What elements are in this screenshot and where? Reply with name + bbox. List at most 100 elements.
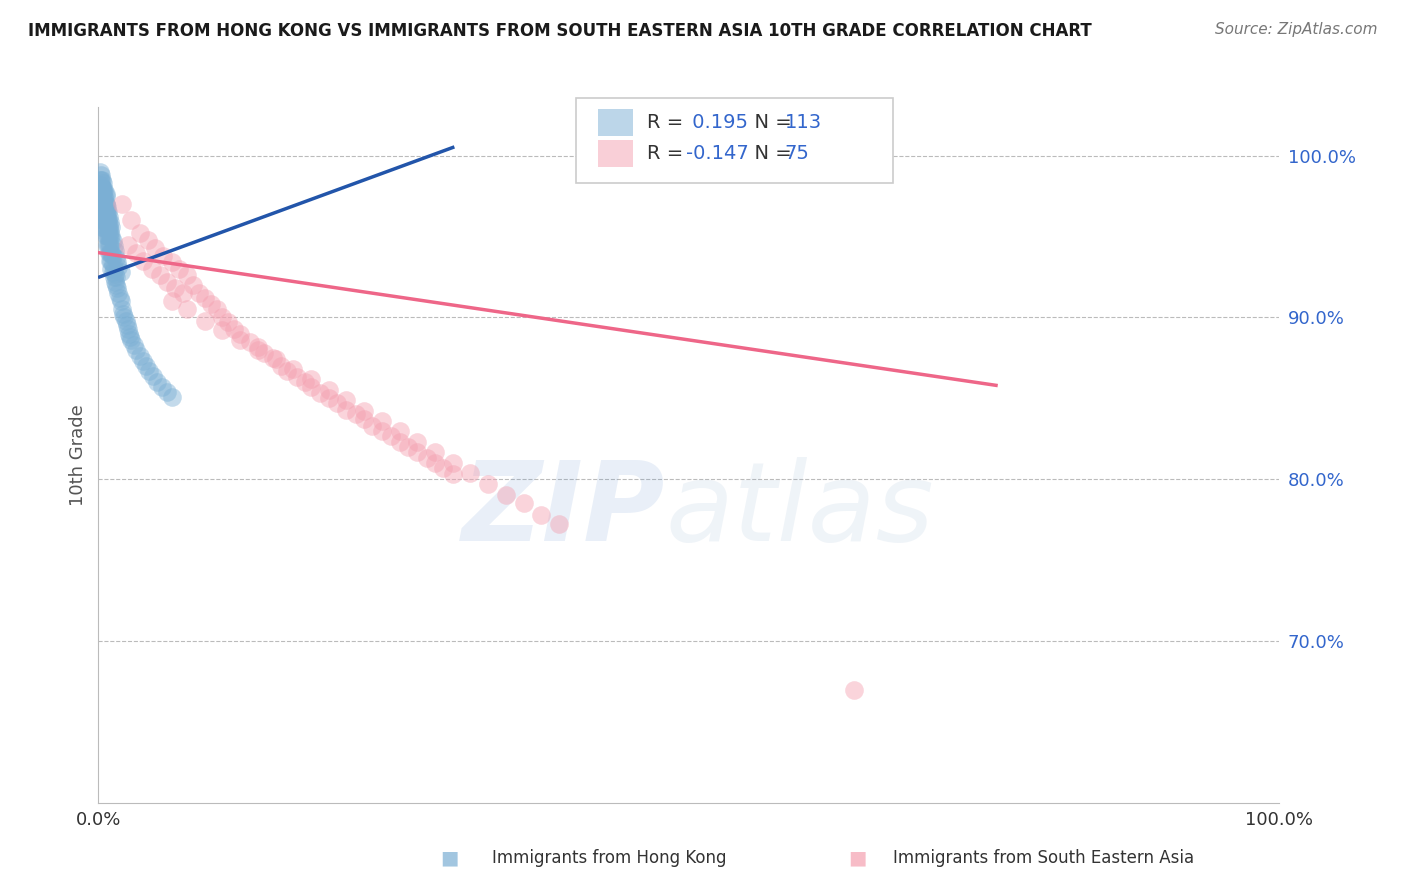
Point <box>90 184 112 198</box>
Point <box>264 352 287 367</box>
Point <box>167 261 190 276</box>
Text: 113: 113 <box>785 112 821 132</box>
Point <box>98 245 121 260</box>
Point <box>93 213 115 227</box>
Point <box>100 219 122 234</box>
Point <box>138 364 160 378</box>
Point <box>93 191 115 205</box>
Point <box>205 302 228 317</box>
Point <box>96 237 118 252</box>
Point <box>97 213 120 227</box>
Point <box>112 307 135 321</box>
Point <box>108 291 131 305</box>
Point <box>117 237 139 252</box>
Point <box>309 386 332 401</box>
Point <box>97 205 120 219</box>
Point <box>90 189 112 203</box>
Point <box>371 424 394 438</box>
Point <box>91 213 114 227</box>
Point <box>285 370 308 384</box>
Text: 75: 75 <box>785 144 810 163</box>
Point <box>326 396 349 410</box>
Point <box>200 297 222 311</box>
Point <box>128 226 150 240</box>
Point <box>246 339 269 353</box>
Point <box>353 404 375 418</box>
Point <box>423 456 446 470</box>
Point <box>353 412 375 426</box>
Point <box>94 229 117 244</box>
Point <box>115 318 138 333</box>
Point <box>94 197 117 211</box>
Point <box>93 205 115 219</box>
Point <box>90 168 112 182</box>
Point <box>548 517 571 532</box>
Point <box>91 205 114 219</box>
Point <box>96 200 118 214</box>
Point <box>194 313 217 327</box>
Point <box>211 323 233 337</box>
Point <box>101 265 124 279</box>
Point <box>97 215 120 229</box>
Point <box>91 189 114 203</box>
Text: ZIP: ZIP <box>461 457 665 564</box>
Point <box>176 268 198 283</box>
Point <box>91 181 114 195</box>
Point <box>93 221 115 235</box>
Point <box>93 197 115 211</box>
Point <box>132 354 155 368</box>
Point <box>194 291 217 305</box>
Point <box>118 326 141 341</box>
Point <box>93 200 115 214</box>
Point <box>128 349 150 363</box>
Point <box>91 189 114 203</box>
Point <box>371 414 394 428</box>
Point <box>98 215 121 229</box>
Point <box>91 176 114 190</box>
Point <box>103 269 125 284</box>
Text: -0.147: -0.147 <box>686 144 749 163</box>
Point <box>103 239 125 253</box>
Point <box>335 402 357 417</box>
Point <box>152 249 174 263</box>
Point <box>98 219 121 234</box>
Point <box>441 456 464 470</box>
Point <box>380 428 402 442</box>
Point <box>117 322 139 336</box>
Point <box>98 237 121 252</box>
Point <box>107 260 129 275</box>
Point <box>142 368 165 383</box>
Point <box>112 310 135 325</box>
Point <box>262 351 284 365</box>
Text: IMMIGRANTS FROM HONG KONG VS IMMIGRANTS FROM SOUTH EASTERN ASIA 10TH GRADE CORRE: IMMIGRANTS FROM HONG KONG VS IMMIGRANTS … <box>28 22 1092 40</box>
Point <box>94 187 117 202</box>
Point <box>121 213 143 227</box>
Point <box>110 265 132 279</box>
Point <box>125 245 148 260</box>
Point <box>156 275 179 289</box>
Point <box>110 294 132 309</box>
Point <box>165 281 187 295</box>
Point <box>94 221 117 235</box>
Point <box>299 372 322 386</box>
Point <box>98 229 121 244</box>
Point <box>211 310 233 325</box>
Point <box>432 461 454 475</box>
Text: ■: ■ <box>440 848 460 868</box>
Point <box>91 184 114 198</box>
Point <box>114 313 136 327</box>
Point <box>94 189 117 203</box>
Point <box>91 205 114 219</box>
Point <box>89 165 111 179</box>
Text: R =: R = <box>647 112 689 132</box>
Point <box>460 466 482 480</box>
Text: R =: R = <box>647 144 689 163</box>
Point <box>132 253 155 268</box>
Point <box>96 213 118 227</box>
Point <box>98 245 121 260</box>
Point <box>97 221 120 235</box>
Point <box>91 189 114 203</box>
Point <box>89 173 111 187</box>
Point <box>89 181 111 195</box>
Point <box>96 210 118 224</box>
